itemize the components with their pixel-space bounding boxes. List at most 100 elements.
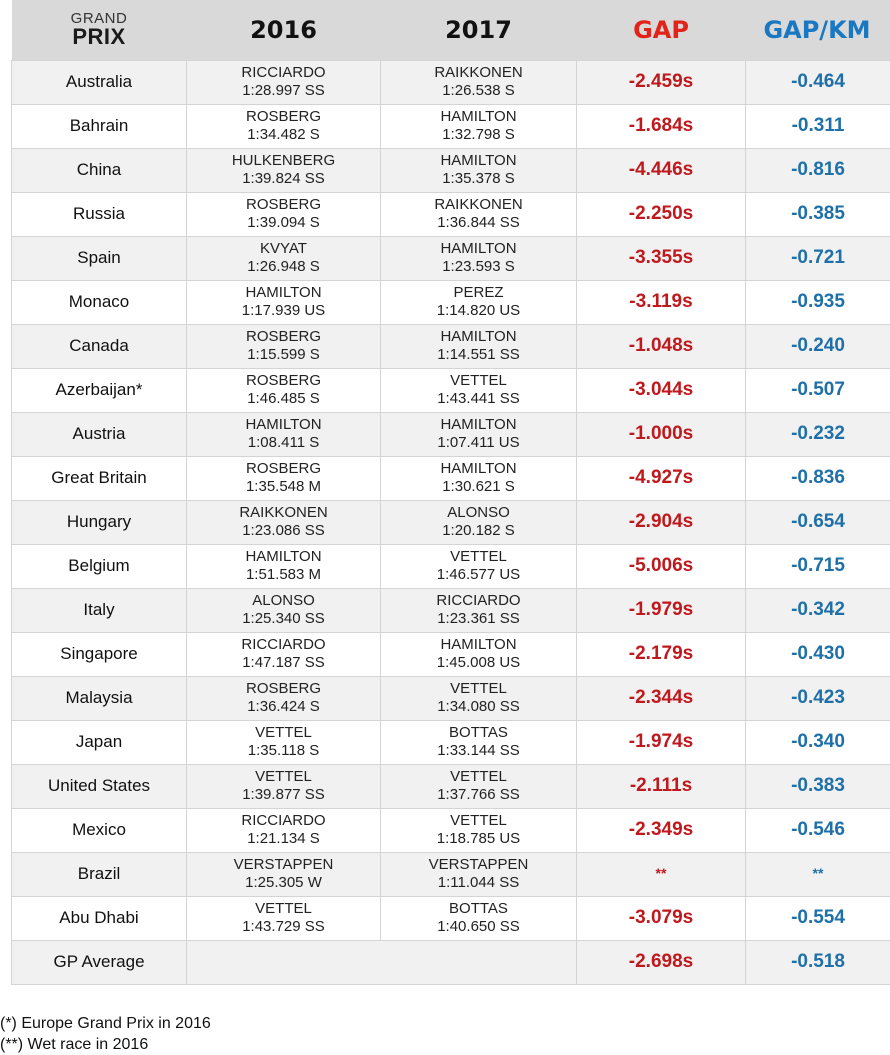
cell-2016: HAMILTON 1:08.411 S xyxy=(186,411,381,457)
gp-cell: Monaco xyxy=(11,279,187,325)
cell-2017: ALONSO 1:20.182 S xyxy=(380,499,577,545)
driver-2017: BOTTAS xyxy=(449,724,508,741)
driver-2017: HAMILTON xyxy=(440,416,517,433)
average-gap: -2.698s xyxy=(628,951,694,972)
gap-km-value: -0.430 xyxy=(791,643,845,664)
table-row: Spain KVYAT 1:26.948 S HAMILTON 1:23.593 S -3… xyxy=(11,235,890,281)
gap-km-cell: -0.935 xyxy=(745,279,890,325)
gap-cell: -3.044s xyxy=(576,367,746,413)
header-gap-km: GAP/KM xyxy=(763,15,871,44)
gp-cell: Singapore xyxy=(11,631,187,677)
gap-value: -2.179s xyxy=(628,643,694,664)
gp-cell: Great Britain xyxy=(11,455,187,501)
gap-km-value: -0.816 xyxy=(791,159,845,180)
cell-2017: VETTEL 1:43.441 SS xyxy=(380,367,577,413)
grand-prix-name: China xyxy=(76,160,122,179)
footnotes: (*) Europe Grand Prix in 2016 (**) Wet r… xyxy=(0,1013,211,1055)
gap-cell: -3.355s xyxy=(576,235,746,281)
gp-cell: United States xyxy=(11,763,187,809)
driver-2017: HAMILTON xyxy=(440,108,517,125)
table-row: Belgium HAMILTON 1:51.583 M VETTEL 1:46.577 … xyxy=(11,543,890,589)
laptime-2016: 1:08.411 S xyxy=(247,434,320,451)
footnote-wet-race: (**) Wet race in 2016 xyxy=(0,1036,149,1053)
grand-prix-name: Australia xyxy=(65,72,133,91)
cell-2016: RICCIARDO 1:21.134 S xyxy=(186,807,381,853)
laptime-2016: 1:17.939 US xyxy=(241,302,326,319)
grand-prix-name: Bahrain xyxy=(69,116,129,135)
table-row: Azerbaijan* ROSBERG 1:46.485 S VETTEL 1:43.4… xyxy=(11,367,890,413)
cell-2016: ROSBERG 1:39.094 S xyxy=(186,191,381,237)
driver-2017: HAMILTON xyxy=(440,240,517,257)
driver-2016: VETTEL xyxy=(255,768,312,785)
gap-value: -2.349s xyxy=(628,819,694,840)
cell-2016: ROSBERG 1:34.482 S xyxy=(186,103,381,149)
gap-km-cell: -0.507 xyxy=(745,367,890,413)
driver-2016: ROSBERG xyxy=(245,196,321,213)
cell-2017: VETTEL 1:37.766 SS xyxy=(380,763,577,809)
gp-cell: Bahrain xyxy=(11,103,187,149)
gap-value: -1.684s xyxy=(628,115,694,136)
cell-2017: VERSTAPPEN 1:11.044 SS xyxy=(380,851,577,897)
cell-2016: VETTEL 1:35.118 S xyxy=(186,719,381,765)
laptime-2016: 1:51.583 M xyxy=(245,566,322,583)
cell-2016: RICCIARDO 1:47.187 SS xyxy=(186,631,381,677)
gap-km-value: -0.423 xyxy=(791,687,845,708)
table-row: Malaysia ROSBERG 1:36.424 S VETTEL 1:34.080 … xyxy=(11,675,890,721)
gp-cell: Canada xyxy=(11,323,187,369)
cell-2016: ROSBERG 1:46.485 S xyxy=(186,367,381,413)
gap-km-cell: -0.385 xyxy=(745,191,890,237)
laptime-2017: 1:32.798 S xyxy=(442,126,515,143)
cell-2017: BOTTAS 1:33.144 SS xyxy=(380,719,577,765)
average-gap-cell: -2.698s xyxy=(576,939,746,985)
laptime-2016: 1:43.729 SS xyxy=(242,918,325,935)
cell-2016: VETTEL 1:39.877 SS xyxy=(186,763,381,809)
table-row: China HULKENBERG 1:39.824 SS HAMILTON 1:35.3… xyxy=(11,147,890,193)
driver-2017: BOTTAS xyxy=(449,900,508,917)
table-row: Bahrain ROSBERG 1:34.482 S HAMILTON 1:32.798… xyxy=(11,103,890,149)
laptime-2017: 1:35.378 S xyxy=(442,170,515,187)
table-row: Australia RICCIARDO 1:28.997 SS RAIKKONEN 1:… xyxy=(11,59,890,105)
laptime-2016: 1:47.187 SS xyxy=(242,654,325,671)
laptime-2016: 1:28.997 SS xyxy=(242,82,325,99)
average-gap-km-cell: -0.518 xyxy=(745,939,890,985)
average-empty-cell xyxy=(186,939,577,985)
gp-cell: Japan xyxy=(11,719,187,765)
cell-2016: ROSBERG 1:35.548 M xyxy=(186,455,381,501)
laptime-2017: 1:11.044 SS xyxy=(437,874,520,891)
gap-km-value: -0.232 xyxy=(791,423,845,444)
laptime-2016: 1:15.599 S xyxy=(247,346,320,363)
cell-2017: HAMILTON 1:14.551 SS xyxy=(380,323,577,369)
grand-prix-name: Canada xyxy=(69,336,129,355)
cell-2016: RAIKKONEN 1:23.086 SS xyxy=(186,499,381,545)
cell-2017: RICCIARDO 1:23.361 SS xyxy=(380,587,577,633)
cell-2016: VETTEL 1:43.729 SS xyxy=(186,895,381,941)
cell-2016: ROSBERG 1:15.599 S xyxy=(186,323,381,369)
gap-cell: -1.048s xyxy=(576,323,746,369)
gp-comparison-table: GRAND PRIX 2016 2017 GAP GAP/KM Australi… xyxy=(11,0,890,985)
driver-2016: HAMILTON xyxy=(245,284,322,301)
grand-prix-name: Monaco xyxy=(68,292,130,311)
grand-prix-name: Japan xyxy=(75,732,123,751)
gap-cell: -3.119s xyxy=(576,279,746,325)
header-2017: 2017 xyxy=(445,15,512,44)
average-label: GP Average xyxy=(53,952,145,971)
laptime-2017: 1:14.551 SS xyxy=(437,346,520,363)
driver-2017: PEREZ xyxy=(453,284,504,301)
gap-cell: -2.179s xyxy=(576,631,746,677)
driver-2017: VETTEL xyxy=(450,812,507,829)
gap-km-value: -0.836 xyxy=(791,467,845,488)
gap-cell: -2.111s xyxy=(576,763,746,809)
gap-value: -5.006s xyxy=(628,555,694,576)
gap-value: -1.000s xyxy=(628,423,694,444)
gap-km-value: -0.342 xyxy=(791,599,845,620)
gp-cell: Brazil xyxy=(11,851,187,897)
grand-prix-name: Italy xyxy=(83,600,115,619)
gap-cell: -2.459s xyxy=(576,59,746,105)
cell-2017: HAMILTON 1:45.008 US xyxy=(380,631,577,677)
gap-km-cell: -0.554 xyxy=(745,895,890,941)
gap-km-value: -0.715 xyxy=(791,555,845,576)
gap-cell: -1.000s xyxy=(576,411,746,457)
table-row: Monaco HAMILTON 1:17.939 US PEREZ 1:14.820 U… xyxy=(11,279,890,325)
driver-2016: RAIKKONEN xyxy=(239,504,328,521)
gap-cell: -2.349s xyxy=(576,807,746,853)
